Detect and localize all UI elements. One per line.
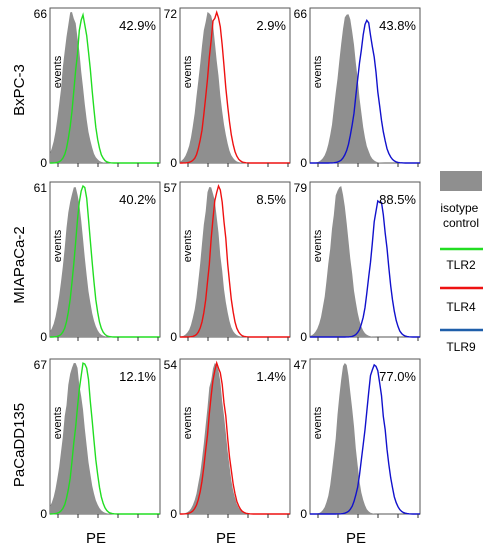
histogram-panels: 66 0 events 42.9% 72 0 events 2.9% 66 0 events 43.8… bbox=[34, 7, 421, 521]
row-label-bxpc3: BxPC-3 bbox=[11, 64, 28, 116]
row-label-pacadd135: PaCaDD135 bbox=[11, 403, 28, 487]
panel-bxpc3-tlr9-ymax-label: 66 bbox=[294, 7, 308, 21]
panel-pacadd135-tlr4-zero-label: 0 bbox=[170, 507, 177, 521]
panel-pacadd135-tlr9-ymax-label: 47 bbox=[294, 358, 308, 372]
panel-pacadd135-tlr9-percent-label: 77.0% bbox=[379, 369, 416, 384]
panel-miapaca2-tlr2-ymax-label: 61 bbox=[34, 181, 48, 195]
panel-miapaca2-tlr4-y-label: events bbox=[182, 229, 194, 262]
panel-pacadd135-tlr2-ymax-label: 67 bbox=[34, 358, 48, 372]
panel-miapaca2-tlr2-percent-label: 40.2% bbox=[119, 192, 156, 207]
panel-miapaca2-tlr9-y-label: events bbox=[312, 229, 324, 262]
panel-miapaca2-tlr9-zero-label: 0 bbox=[300, 330, 307, 344]
panel-miapaca2-tlr9-series-line bbox=[310, 199, 420, 338]
panel-bxpc3-tlr2-y-label: events bbox=[52, 55, 64, 88]
panel-miapaca2-tlr2-y-label: events bbox=[52, 229, 64, 262]
panel-pacadd135-tlr4-series-line bbox=[180, 360, 290, 515]
panel-bxpc3-tlr4-ymax-label: 72 bbox=[164, 7, 178, 21]
row-label-miapaca2: MIAPaCa-2 bbox=[11, 226, 28, 304]
legend-tlr2-label: TLR2 bbox=[446, 258, 476, 272]
panel-bxpc3-tlr9-series-line bbox=[310, 19, 420, 164]
panel-miapaca2-tlr9-isotype-area bbox=[310, 186, 420, 337]
panel-miapaca2-tlr4-series-line bbox=[180, 183, 290, 338]
legend-isotype-line2: control bbox=[443, 216, 479, 230]
panel-miapaca2-tlr9-percent-label: 88.5% bbox=[379, 192, 416, 207]
panel-bxpc3-tlr9-y-label: events bbox=[312, 55, 324, 88]
panel-pacadd135-tlr2-y-label: events bbox=[52, 406, 64, 439]
panel-pacadd135-tlr4-ymax-label: 54 bbox=[164, 358, 178, 372]
x-label-col2: PE bbox=[216, 530, 236, 547]
panel-bxpc3-tlr2-zero-label: 0 bbox=[40, 156, 47, 170]
panel-miapaca2-tlr2-zero-label: 0 bbox=[40, 330, 47, 344]
panel-bxpc3-tlr4-series-line bbox=[180, 9, 290, 164]
panel-miapaca2-tlr4-zero-label: 0 bbox=[170, 330, 177, 344]
panel-bxpc3-tlr2-percent-label: 42.9% bbox=[119, 18, 156, 33]
x-label-col3: PE bbox=[346, 530, 366, 547]
panel-bxpc3-tlr4-percent-label: 2.9% bbox=[256, 18, 286, 33]
panel-pacadd135-tlr4-y-label: events bbox=[182, 406, 194, 439]
panel-miapaca2-tlr4-ymax-label: 57 bbox=[164, 181, 178, 195]
panel-bxpc3-tlr9-isotype-area bbox=[310, 14, 420, 164]
legend-tlr9-label: TLR9 bbox=[446, 340, 476, 354]
panel-pacadd135-tlr2-series-line bbox=[49, 362, 160, 515]
legend-isotype-swatch bbox=[440, 171, 482, 191]
panel-bxpc3-tlr2-ymax-label: 66 bbox=[34, 7, 48, 21]
panel-pacadd135-tlr2-zero-label: 0 bbox=[40, 507, 47, 521]
panel-pacadd135-tlr9-zero-label: 0 bbox=[300, 507, 307, 521]
panel-pacadd135-tlr4-isotype-area bbox=[180, 363, 290, 514]
legend: isotype control TLR2 TLR4 TLR9 bbox=[440, 171, 483, 354]
panel-bxpc3-tlr9-percent-label: 43.8% bbox=[379, 18, 416, 33]
panel-pacadd135-tlr9-series-line bbox=[310, 363, 420, 515]
panel-pacadd135-tlr2-percent-label: 12.1% bbox=[119, 369, 156, 384]
legend-isotype-label: isotype control bbox=[440, 201, 481, 230]
x-label-col1: PE bbox=[86, 530, 106, 547]
panel-bxpc3-tlr4-zero-label: 0 bbox=[170, 156, 177, 170]
panel-pacadd135-tlr9-isotype-area bbox=[310, 363, 420, 514]
panel-bxpc3-tlr9-zero-label: 0 bbox=[300, 156, 307, 170]
legend-tlr4-label: TLR4 bbox=[446, 300, 476, 314]
panel-bxpc3-tlr2-series-line bbox=[50, 12, 160, 164]
panel-pacadd135-tlr4-percent-label: 1.4% bbox=[256, 369, 286, 384]
panel-bxpc3-tlr4-y-label: events bbox=[182, 55, 194, 88]
panel-miapaca2-tlr4-percent-label: 8.5% bbox=[256, 192, 286, 207]
panel-miapaca2-tlr4-isotype-area bbox=[180, 187, 290, 337]
panel-pacadd135-tlr9-y-label: events bbox=[312, 406, 324, 439]
legend-isotype-line1: isotype bbox=[440, 201, 478, 215]
panel-miapaca2-tlr2-series-line bbox=[50, 184, 160, 338]
panel-miapaca2-tlr9-ymax-label: 79 bbox=[294, 181, 308, 195]
panel-bxpc3-tlr4-isotype-area bbox=[180, 12, 290, 163]
